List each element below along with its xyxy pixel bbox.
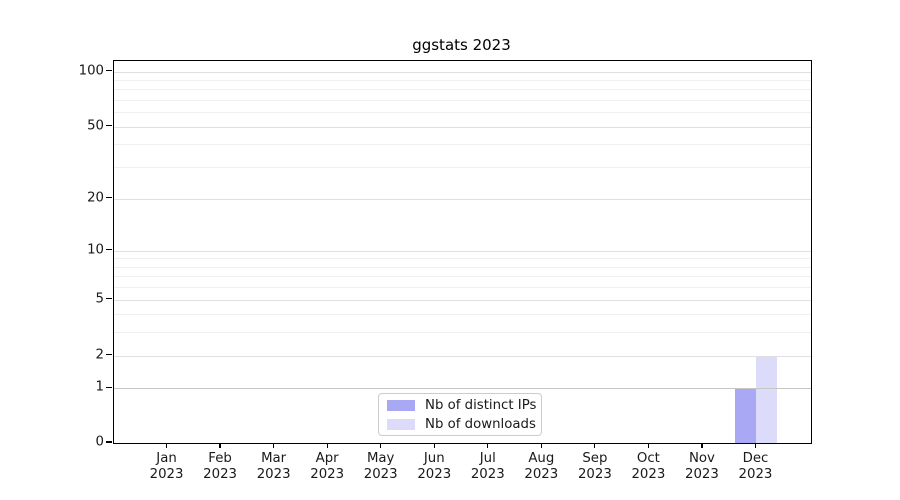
x-tick-label: Oct 2023 <box>631 451 666 482</box>
x-axis-tick <box>754 443 757 449</box>
y-tick-label: 2 <box>95 347 104 363</box>
gridline-major <box>114 198 811 200</box>
x-tick-label: Dec 2023 <box>738 451 773 482</box>
x-tick-label: May 2023 <box>363 451 398 482</box>
x-axis-tick <box>701 443 703 449</box>
x-tick-label: Apr 2023 <box>310 451 345 482</box>
gridline-minor <box>114 167 811 169</box>
gridline-minor <box>114 287 811 289</box>
y-axis-tick <box>106 125 112 127</box>
x-tick-label: Jun 2023 <box>417 451 452 482</box>
bar-distinct-ips <box>735 388 757 443</box>
x-axis-tick <box>647 443 649 449</box>
y-tick-label: 50 <box>87 118 104 134</box>
legend-label: Nb of downloads <box>425 416 536 432</box>
y-tick-label: 1 <box>95 379 104 395</box>
x-tick-label: Jan 2023 <box>149 451 184 482</box>
gridline-major <box>114 299 811 301</box>
gridline-minor <box>114 89 811 91</box>
x-axis-tick <box>273 443 275 449</box>
chart-title: ggstats 2023 <box>412 36 511 54</box>
plot-area <box>113 60 812 444</box>
gridline-minor <box>114 276 811 278</box>
y-axis-tick <box>106 298 112 300</box>
x-axis-tick <box>326 443 328 449</box>
gridline-minor <box>114 332 811 334</box>
y-tick-label: 10 <box>87 242 104 258</box>
x-tick-label: Jul 2023 <box>470 451 505 482</box>
x-tick-label: Mar 2023 <box>256 451 291 482</box>
gridline-major <box>114 355 811 357</box>
gridline-major <box>114 71 811 73</box>
x-axis-tick <box>380 443 382 449</box>
x-axis-tick <box>165 443 168 449</box>
x-tick-label: Feb 2023 <box>203 451 237 482</box>
gridline-minor <box>114 112 811 114</box>
x-axis-tick <box>219 443 221 449</box>
legend-label: Nb of distinct IPs <box>425 397 537 413</box>
y-tick-label: 100 <box>78 63 104 79</box>
y-axis-tick <box>106 196 112 199</box>
y-tick-label: 5 <box>95 291 104 307</box>
y-axis-tick <box>106 249 112 251</box>
gridline-minor <box>114 144 811 146</box>
y-axis-tick <box>106 386 112 389</box>
x-axis-tick <box>487 443 489 449</box>
gridline-major <box>114 126 811 128</box>
x-axis-tick <box>433 443 435 449</box>
y-axis-tick <box>106 441 112 443</box>
legend-swatch-icon <box>387 399 415 411</box>
y-tick-label: 0 <box>95 434 104 450</box>
gridline-minor <box>114 266 811 268</box>
legend-entry: Nb of downloads <box>387 416 541 432</box>
gridline-major <box>114 250 811 252</box>
legend-swatch-icon <box>387 418 415 430</box>
x-axis-tick <box>594 443 596 449</box>
x-axis-tick <box>540 443 542 449</box>
y-axis-tick <box>106 69 112 72</box>
x-tick-label: Nov 2023 <box>685 451 719 482</box>
legend: Nb of distinct IPs Nb of downloads <box>378 393 542 436</box>
gridline-minor <box>114 80 811 82</box>
y-tick-label: 20 <box>87 190 104 205</box>
gridline-minor <box>114 100 811 102</box>
x-tick-label: Aug 2023 <box>524 451 559 482</box>
legend-entry: Nb of distinct IPs <box>387 397 541 413</box>
gridline-minor <box>114 258 811 260</box>
bar-downloads <box>756 355 778 443</box>
x-tick-label: Sep 2023 <box>577 451 612 482</box>
gridline-major <box>114 388 811 390</box>
gridline-minor <box>114 314 811 316</box>
y-axis-tick <box>106 354 112 356</box>
